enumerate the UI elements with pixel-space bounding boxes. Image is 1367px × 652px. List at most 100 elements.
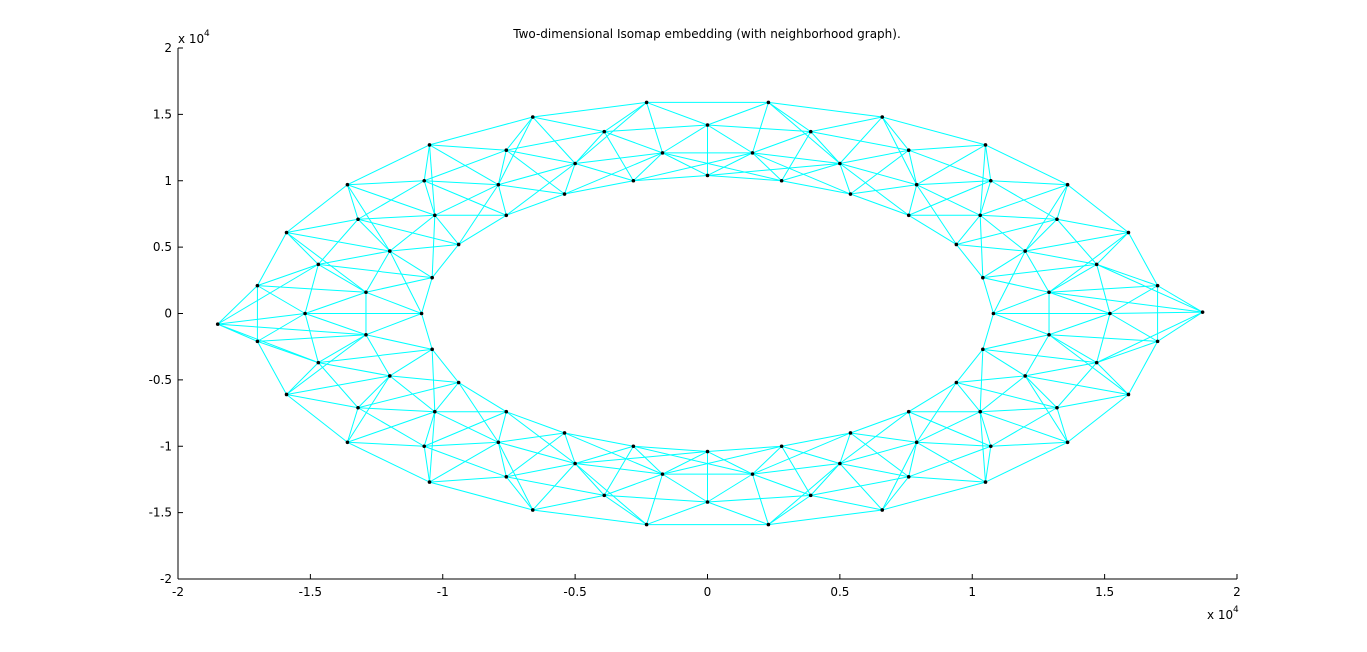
point (284, 392, 289, 397)
graph-edge (498, 163, 576, 186)
graph-edge (497, 442, 507, 477)
y-tick-label: 2 (164, 41, 172, 55)
graph-edge (318, 250, 390, 265)
graph-edge (955, 244, 984, 278)
graph-edge (752, 102, 769, 154)
graph-edge (990, 180, 1068, 186)
graph-edge (839, 116, 883, 164)
point (779, 444, 784, 449)
graph-edge (603, 494, 647, 525)
graph-edge (505, 432, 565, 478)
graph-edge (646, 102, 663, 154)
graph-edge (662, 152, 708, 176)
graph-edge (908, 150, 918, 185)
graph-edge (318, 334, 367, 364)
graph-edge (1056, 184, 1069, 220)
graph-edge (603, 445, 634, 496)
graph-edge (1048, 334, 1097, 364)
point (433, 409, 437, 414)
graph-edge (633, 174, 708, 182)
graph-edge (347, 180, 425, 186)
graph-edge (506, 476, 605, 496)
graph-edge (1048, 334, 1129, 395)
graph-edge (707, 124, 811, 133)
point (1200, 310, 1205, 314)
graph-edge (781, 445, 812, 496)
graph-edge (955, 349, 984, 383)
point (1126, 392, 1131, 397)
graph-edge (564, 163, 576, 195)
graph-edge (604, 494, 708, 503)
point (1065, 440, 1070, 445)
graph-edge (434, 411, 499, 443)
point (504, 409, 509, 414)
graph-edge (646, 101, 708, 126)
graph-edge (434, 214, 460, 245)
graph-edge (423, 180, 436, 216)
graph-edge (347, 144, 430, 186)
graph-edge (980, 407, 1057, 413)
point (388, 374, 392, 378)
graph-edge (347, 184, 391, 252)
point (427, 480, 432, 484)
graph-edge (1128, 341, 1159, 395)
graph-edge (781, 432, 851, 447)
graph-edge (564, 432, 576, 464)
graph-edge (458, 382, 507, 413)
graph-edge (908, 382, 957, 413)
graph-edge (1024, 250, 1050, 293)
graph-edge (985, 441, 1068, 483)
graph-edge (984, 144, 992, 181)
graph-edge (346, 184, 359, 220)
y-tick-label: 1.5 (153, 107, 172, 121)
graph-edge (389, 250, 433, 279)
graph-edge (916, 441, 986, 483)
graph-edge (980, 214, 1057, 220)
graph-edge (1096, 340, 1158, 364)
point (356, 405, 360, 410)
graph-edge (1048, 263, 1097, 293)
graph-edge (365, 277, 433, 293)
point (1155, 283, 1160, 288)
graph-edge (532, 509, 647, 526)
point (602, 493, 607, 498)
point (303, 311, 307, 316)
graph-edge (982, 348, 1097, 364)
graph-edge (982, 277, 1050, 293)
graph-edge (458, 214, 507, 245)
graph-edge (318, 263, 367, 293)
graph-edge (424, 180, 499, 186)
graph-edge (505, 163, 576, 216)
graph-edge (646, 473, 663, 525)
graph-edge (979, 214, 1026, 252)
graph-edge (256, 232, 287, 286)
graph-edge (357, 218, 391, 252)
point (906, 474, 911, 479)
graph-edge (389, 375, 459, 384)
graph-edge (839, 163, 851, 195)
point (364, 290, 368, 295)
graph-edge (1056, 218, 1129, 234)
graph-edge (752, 463, 840, 475)
point (906, 409, 911, 414)
graph-edge (286, 375, 390, 395)
graph-edge (707, 162, 840, 176)
point (284, 230, 289, 235)
point (631, 178, 636, 183)
graph-edge (1056, 407, 1069, 443)
graph-edge (574, 445, 634, 464)
x-tick-label: 0.5 (830, 585, 849, 599)
graph-edge (752, 473, 811, 496)
graph-edge (752, 131, 811, 154)
graph-edge (956, 243, 1026, 252)
graph-edge (358, 214, 435, 220)
graph-edge (423, 411, 436, 447)
graph-edge (257, 285, 367, 293)
point (766, 522, 771, 527)
point (983, 143, 988, 147)
graph-edge (850, 432, 910, 478)
graph-edge (633, 445, 708, 453)
graph-edge (980, 184, 1068, 216)
graph-edge (839, 163, 910, 216)
point (808, 129, 813, 134)
